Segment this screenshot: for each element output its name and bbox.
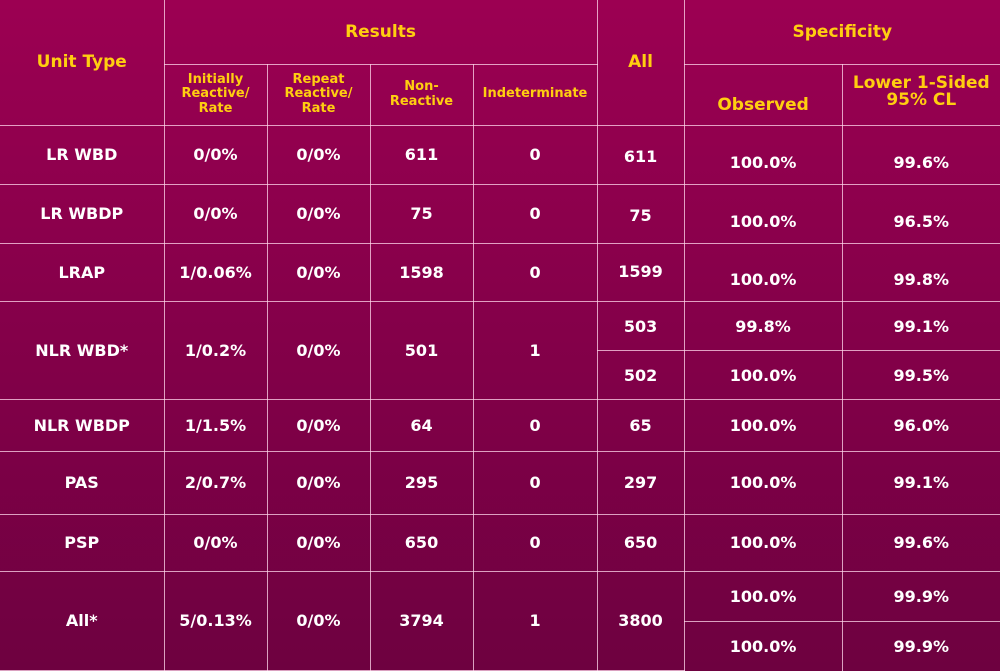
repeat-reactive-line-2: Reactive/ — [284, 86, 353, 102]
observed-cell: 100.0% — [683, 570, 843, 622]
all-cell: 503 — [596, 300, 685, 352]
initially-reactive-line-3: Rate — [198, 100, 233, 116]
repeat-reactive-cell: 0/0% — [266, 183, 371, 244]
lower-cl-cell: 96.5% — [841, 183, 1000, 244]
indeterminate-cell: 0 — [472, 513, 598, 572]
lower-cl-line-1: Lower 1-Sided — [852, 72, 990, 93]
lower-cl-header: Lower 1-Sided 95% CL — [841, 63, 1000, 126]
observed-cell: 100.0% — [683, 242, 843, 302]
repeat-reactive-cell: 0/0% — [266, 513, 371, 572]
specificity-header: Specificity — [683, 0, 1000, 65]
observed-cell: 99.8% — [683, 300, 843, 352]
all-cell: 611 — [596, 124, 685, 185]
all-cell: 65 — [596, 399, 685, 453]
initially-reactive-line-2: Reactive/ — [181, 86, 250, 102]
indeterminate-cell: 0 — [472, 242, 598, 302]
all-cell: 650 — [596, 513, 685, 572]
lower-cl-cell: 99.1% — [841, 300, 1000, 352]
indeterminate-cell: 1 — [472, 570, 598, 671]
initially-reactive-header: Initially Reactive/ Rate — [164, 63, 268, 126]
indeterminate-cell: 0 — [472, 399, 598, 453]
lower-cl-cell: 99.6% — [841, 513, 1000, 572]
unit-type-cell: NLR WBD* — [0, 300, 165, 401]
repeat-reactive-cell: 0/0% — [266, 124, 371, 185]
lower-cl-cell: 99.9% — [841, 570, 1000, 622]
observed-cell: 100.0% — [683, 451, 843, 515]
all-cell: 502 — [597, 350, 685, 401]
initially-reactive-line-1: Initially — [187, 72, 244, 88]
initially-reactive-cell: 1/0.2% — [163, 300, 268, 401]
indeterminate-cell: 0 — [472, 124, 598, 185]
initially-reactive-cell: 2/0.7% — [163, 451, 268, 515]
all-cell: 3800 — [596, 570, 685, 671]
unit-type-cell: LRAP — [0, 242, 165, 302]
observed-cell: 100.0% — [684, 620, 843, 671]
initially-reactive-cell: 1/1.5% — [163, 399, 268, 453]
non-reactive-header: Non- Reactive — [369, 63, 474, 126]
table-row: 100.0% 99.9% — [0, 620, 1000, 671]
repeat-reactive-line-1: Repeat — [292, 72, 345, 88]
unit-type-cell: LR WBD — [0, 124, 165, 185]
initially-reactive-cell: 1/0.06% — [163, 242, 268, 302]
repeat-reactive-cell: 0/0% — [266, 451, 371, 515]
unit-type-cell: PSP — [0, 513, 165, 572]
table-row: NLR WBDP 1/1.5% 0/0% 64 0 65 100.0% 96.0… — [0, 399, 1000, 453]
all-header: All — [596, 0, 685, 126]
non-reactive-cell: 295 — [369, 451, 474, 515]
non-reactive-line-1: Non- — [404, 79, 439, 95]
repeat-reactive-cell: 0/0% — [266, 570, 371, 671]
all-cell: 75 — [596, 183, 685, 244]
observed-cell: 100.0% — [683, 124, 843, 185]
lower-cl-line-2: 95% CL — [886, 90, 957, 111]
repeat-reactive-header: Repeat Reactive/ Rate — [266, 63, 371, 126]
unit-type-cell: NLR WBDP — [0, 399, 165, 453]
initially-reactive-cell: 5/0.13% — [163, 570, 268, 671]
indeterminate-cell: 0 — [472, 183, 598, 244]
initially-reactive-cell: 0/0% — [163, 183, 268, 244]
initially-reactive-cell: 0/0% — [163, 124, 268, 185]
repeat-reactive-cell: 0/0% — [266, 399, 371, 453]
non-reactive-cell: 611 — [369, 124, 474, 185]
table-row: LRAP 1/0.06% 0/0% 1598 0 1599 100.0% 99.… — [0, 242, 1000, 302]
indeterminate-cell: 1 — [472, 300, 598, 401]
lower-cl-cell: 99.1% — [841, 451, 1000, 515]
all-cell: 297 — [596, 451, 685, 515]
table-row: PSP 0/0% 0/0% 650 0 650 100.0% 99.6% — [0, 513, 1000, 572]
initially-reactive-cell: 0/0% — [163, 513, 268, 572]
table-row: All* 5/0.13% 0/0% 3794 1 3800 100.0% 99.… — [0, 570, 1000, 671]
lower-cl-cell: 99.5% — [841, 350, 1000, 401]
indeterminate-header: Indeterminate — [472, 63, 598, 126]
unit-type-header: Unit Type — [0, 0, 165, 126]
observed-cell: 100.0% — [683, 513, 843, 572]
table-row: NLR WBD* 1/0.2% 0/0% 501 1 503 99.8% 99.… — [0, 300, 1000, 401]
unit-type-cell: LR WBDP — [0, 183, 165, 244]
non-reactive-cell: 75 — [369, 183, 474, 244]
indeterminate-cell: 0 — [472, 451, 598, 515]
unit-type-cell: PAS — [0, 451, 165, 515]
observed-cell: 100.0% — [683, 350, 843, 401]
non-reactive-cell: 650 — [369, 513, 474, 572]
lower-cl-cell: 99.6% — [841, 124, 1000, 185]
lower-cl-cell: 99.9% — [841, 620, 1000, 671]
repeat-reactive-cell: 0/0% — [266, 300, 371, 401]
all-cell: 1599 — [596, 242, 685, 302]
non-reactive-cell: 1598 — [369, 242, 474, 302]
table-row: LR WBDP 0/0% 0/0% 75 0 75 100.0% 96.5% — [0, 183, 1000, 244]
observed-header: Observed — [683, 63, 843, 126]
repeat-reactive-cell: 0/0% — [266, 242, 371, 302]
non-reactive-cell: 64 — [369, 399, 474, 453]
observed-cell: 100.0% — [683, 183, 843, 244]
lower-cl-cell: 99.8% — [841, 242, 1000, 302]
non-reactive-cell: 501 — [369, 300, 474, 401]
unit-type-cell: All* — [0, 570, 165, 671]
lower-cl-cell: 96.0% — [841, 399, 1000, 453]
non-reactive-cell: 3794 — [369, 570, 474, 671]
table-row: LR WBD 0/0% 0/0% 611 0 611 100.0% 99.6% — [0, 124, 1000, 185]
non-reactive-line-2: Reactive — [389, 93, 454, 109]
repeat-reactive-line-3: Rate — [301, 100, 336, 116]
table-row: PAS 2/0.7% 0/0% 295 0 297 100.0% 99.1% — [0, 451, 1000, 515]
results-header: Results — [163, 0, 598, 65]
observed-cell: 100.0% — [683, 399, 843, 453]
